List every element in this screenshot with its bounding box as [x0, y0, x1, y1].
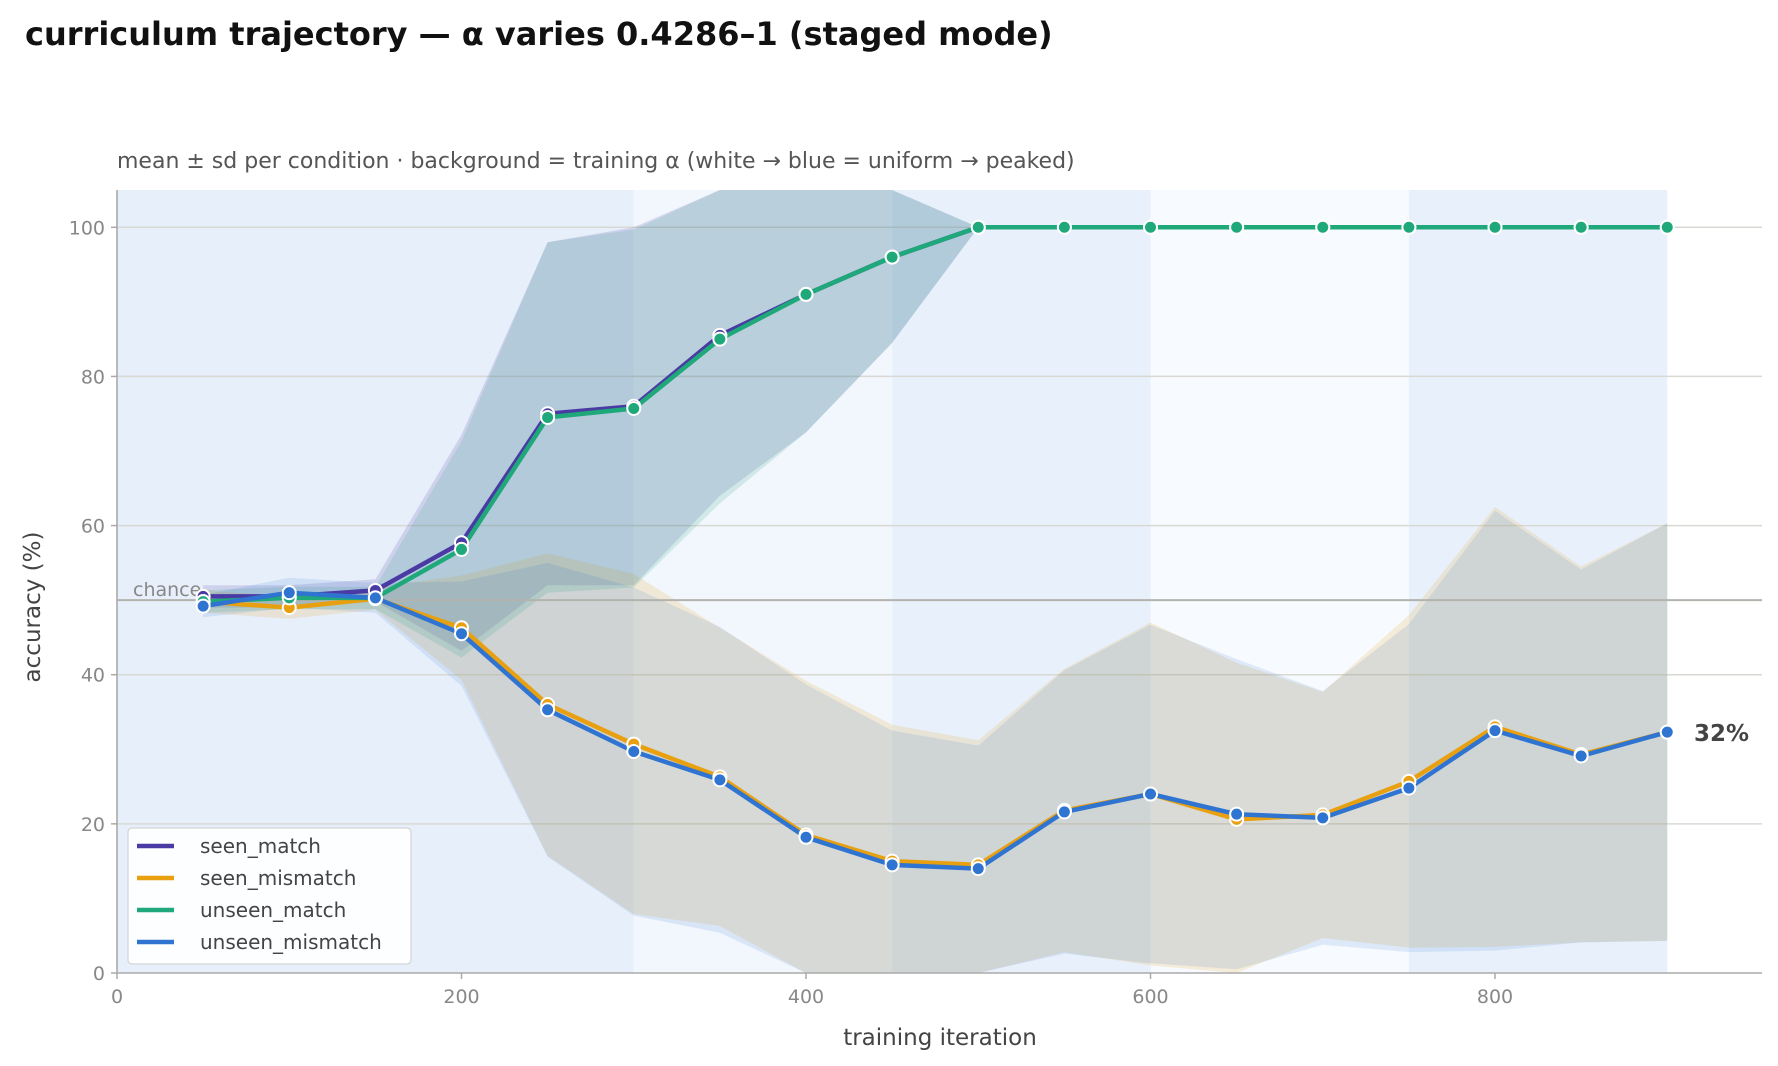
x-tick-label-400: 400 [788, 986, 824, 1008]
point-unseen_mismatch-650 [1229, 806, 1245, 822]
point-unseen_mismatch-750 [1401, 780, 1417, 796]
x-tick-label-600: 600 [1132, 986, 1168, 1008]
legend-box [127, 827, 412, 965]
point-unseen_match-600 [1143, 219, 1159, 235]
point-unseen_mismatch-500 [970, 861, 986, 877]
point-unseen_mismatch-900 [1659, 724, 1675, 740]
y-tick-label-100: 100 [69, 217, 105, 239]
series-line-unseen_match [200, 225, 1670, 604]
end-value-label: 32% [1694, 721, 1749, 747]
point-unseen_match-550 [1056, 219, 1072, 235]
series-line-seen_mismatch [200, 596, 1670, 868]
point-unseen_match-900 [1659, 219, 1675, 235]
series-lines [200, 225, 1670, 871]
axes: 0 20 40 60 80 100 0 200 400 600 800 [69, 190, 1762, 1008]
chance-line-group: chance [117, 579, 1762, 602]
x-tick-label-800: 800 [1477, 986, 1513, 1008]
point-unseen_mismatch-850 [1573, 748, 1589, 764]
alpha-background-bands [117, 190, 1668, 973]
legend-label-seen_match: seen_match [200, 834, 321, 858]
sd-area-unseen_mismatch [203, 510, 1668, 973]
sd-area-unseen_match [203, 190, 1668, 658]
sd-area-seen_match [203, 190, 1668, 651]
point-unseen_match-800 [1487, 219, 1503, 235]
alpha-band-3 [1150, 190, 1409, 973]
chart-title: curriculum trajectory — α varies 0.4286–… [25, 15, 1053, 53]
y-tick-label-20: 20 [81, 814, 105, 836]
x-tick-label-200: 200 [443, 986, 479, 1008]
point-unseen_match-400 [798, 286, 814, 302]
point-unseen_mismatch-600 [1143, 786, 1159, 802]
legend-label-unseen_match: unseen_match [200, 898, 346, 922]
point-unseen_mismatch-300 [626, 744, 642, 760]
point-unseen_mismatch-400 [798, 829, 814, 845]
point-unseen_match-200 [454, 541, 470, 557]
point-unseen_match-450 [884, 249, 900, 265]
point-unseen_match-850 [1573, 219, 1589, 235]
y-tick-label-40: 40 [81, 665, 105, 687]
alpha-band-4 [1408, 190, 1668, 973]
y-tick-label-60: 60 [81, 516, 105, 538]
point-unseen_match-300 [626, 400, 642, 416]
point-unseen_match-350 [712, 331, 728, 347]
point-unseen_mismatch-550 [1056, 804, 1072, 820]
chance-label: chance [133, 579, 201, 601]
y-tick-label-80: 80 [81, 366, 105, 388]
point-unseen_match-750 [1401, 219, 1417, 235]
alpha-band-1 [633, 190, 893, 973]
point-unseen_mismatch-800 [1487, 723, 1503, 739]
point-unseen_match-250 [540, 409, 556, 425]
series-line-unseen_mismatch [200, 590, 1670, 871]
x-axis-label: training iteration [843, 1025, 1037, 1051]
point-unseen_mismatch-150 [367, 590, 383, 606]
legend: seen_match seen_mismatch unseen_matchunsee… [127, 827, 412, 965]
legend-label-seen_mismatch: seen_mismatch [200, 866, 356, 890]
sd-areas [203, 190, 1668, 973]
point-unseen_mismatch-100 [281, 585, 297, 601]
point-unseen_mismatch-350 [712, 772, 728, 788]
point-unseen_match-650 [1229, 219, 1245, 235]
point-unseen_mismatch-200 [454, 626, 470, 642]
y-tick-label-0: 0 [93, 963, 105, 985]
point-unseen_mismatch-250 [540, 702, 556, 718]
point-unseen_match-700 [1315, 219, 1331, 235]
x-tick-label-0: 0 [111, 986, 123, 1008]
sd-area-seen_mismatch [203, 506, 1668, 973]
point-unseen_mismatch-450 [884, 857, 900, 873]
series-points [195, 219, 1675, 877]
chart-subtitle: mean ± sd per condition · background = t… [117, 149, 1075, 174]
grid-lines [117, 226, 1762, 825]
y-axis-label: accuracy (%) [20, 532, 46, 683]
point-unseen_mismatch-50 [195, 598, 211, 614]
legend-label-unseen_mismatch: unseen_mismatch [200, 930, 382, 954]
point-unseen_mismatch-700 [1315, 810, 1331, 826]
point-unseen_match-500 [970, 219, 986, 235]
